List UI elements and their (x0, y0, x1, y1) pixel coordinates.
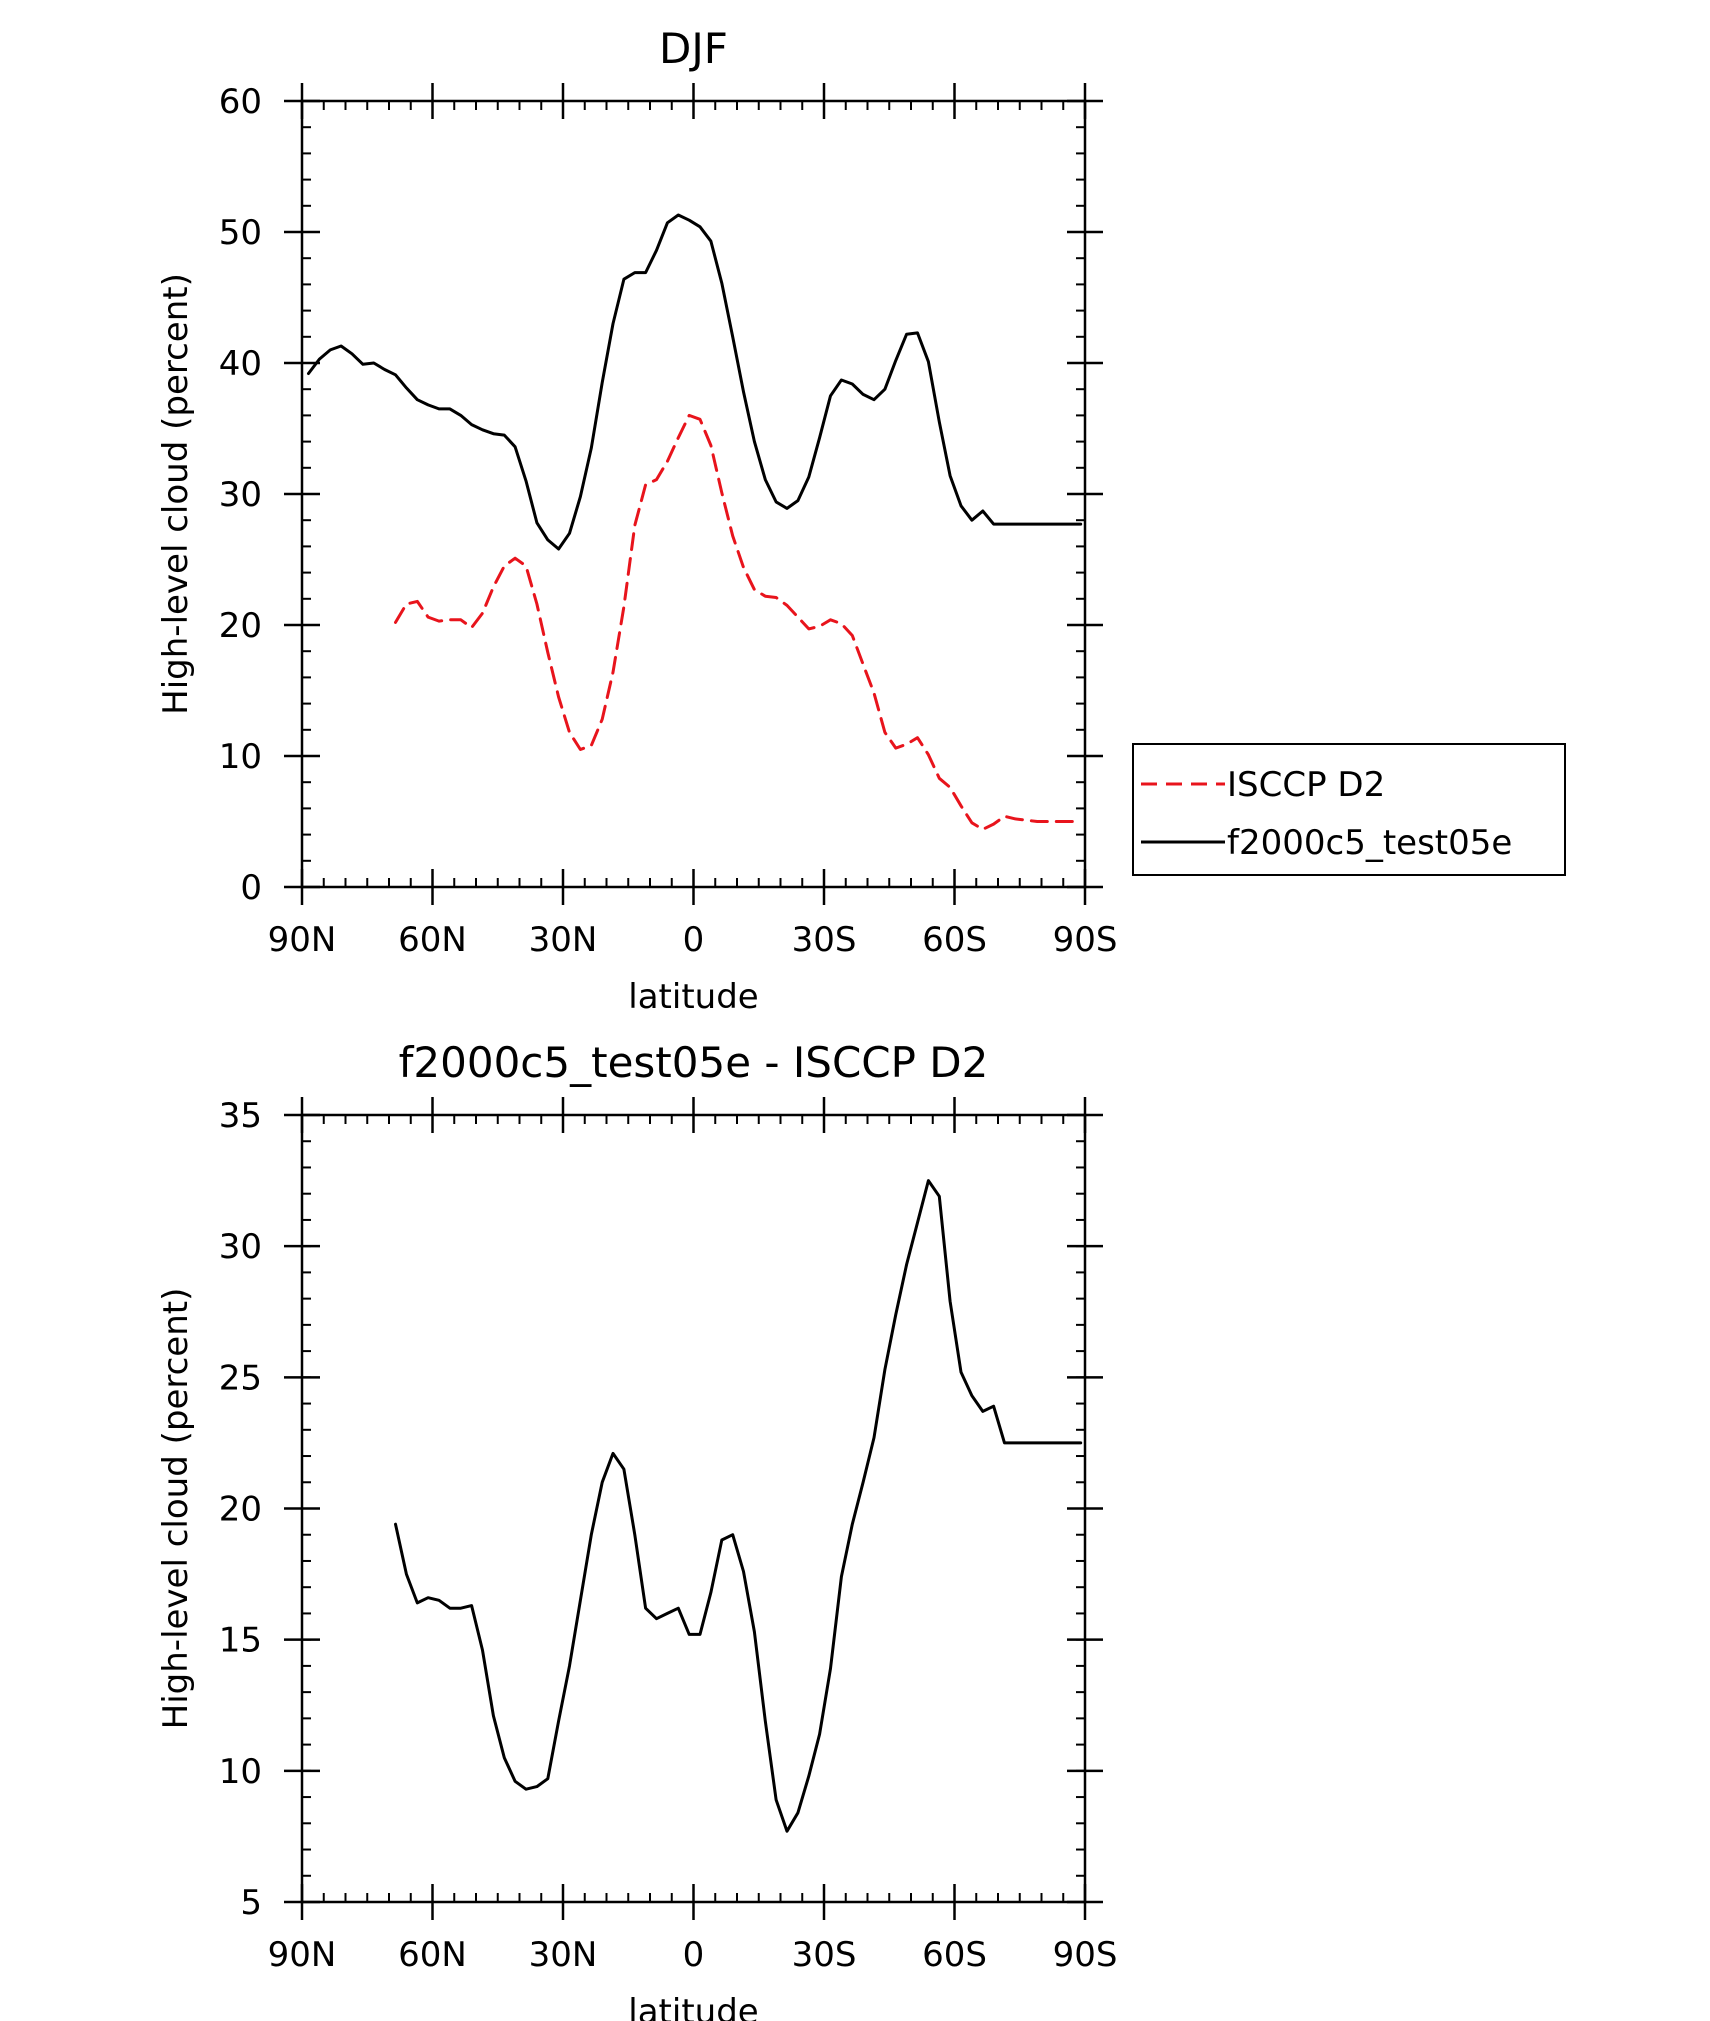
y-tick-label: 10 (219, 1752, 262, 1792)
y-tick-label: 5 (240, 1883, 262, 1923)
x-tick-label: 30N (529, 1935, 598, 1975)
y-axis-label: High-level cloud (percent) (156, 1288, 196, 1730)
y-tick-label: 30 (219, 1227, 262, 1267)
y-tick-label: 50 (219, 213, 262, 253)
series-line-1 (394, 413, 1083, 831)
y-tick-label: 25 (219, 1358, 262, 1398)
x-tick-label: 60N (398, 920, 467, 960)
x-tick-label: 30N (529, 920, 598, 960)
x-tick-label: 90N (268, 1935, 337, 1975)
x-tick-label: 60S (922, 920, 987, 960)
y-axis-label: High-level cloud (percent) (156, 273, 196, 715)
series-line-1 (394, 1179, 1083, 1833)
chart-panel-1: 90N 60N 30N 0 30S 60S 90S 0 10 20 30 40 50 60 DJF latit… (156, 24, 1566, 1017)
x-tick-label: 0 (683, 1935, 705, 1975)
x-tick-label: 90S (1053, 1935, 1118, 1975)
legend-box (1132, 743, 1566, 876)
x-axis-label: latitude (628, 977, 758, 1017)
x-tick-label: 30S (792, 1935, 857, 1975)
chart-panel-2: 90N 60N 30N 0 30S 60S 90S 5 10 15 20 25 30 35 f2000c5_… (156, 1038, 1117, 2021)
plot-frame (300, 1113, 1087, 1904)
x-tick-label: 60N (398, 1935, 467, 1975)
legend-label: f2000c5_test05e (1227, 823, 1512, 863)
x-tick-label: 30S (792, 920, 857, 960)
legend-label: ISCCP D2 (1227, 765, 1385, 805)
y-tick-label: 35 (219, 1096, 262, 1136)
y-tick-label: 20 (219, 1490, 262, 1530)
y-tick-label: 10 (219, 737, 262, 777)
y-tick-label: 40 (219, 344, 262, 384)
series-line-2 (307, 213, 1083, 551)
chart-title: f2000c5_test05e - ISCCP D2 (399, 1038, 989, 1087)
chart-title: DJF (659, 24, 728, 73)
y-tick-label: 60 (219, 82, 262, 122)
x-axis-label: latitude (628, 1992, 758, 2021)
x-tick-label: 60S (922, 1935, 987, 1975)
x-tick-label: 0 (683, 920, 705, 960)
y-tick-label: 0 (240, 868, 262, 908)
y-tick-label: 20 (219, 606, 262, 646)
plot-frame (300, 99, 1087, 889)
legend: ISCCP D2 f2000c5_test05e (1132, 743, 1566, 876)
x-tick-label: 90N (268, 920, 337, 960)
y-tick-label: 30 (219, 475, 262, 515)
y-tick-label: 15 (219, 1621, 262, 1661)
x-tick-label: 90S (1053, 920, 1118, 960)
